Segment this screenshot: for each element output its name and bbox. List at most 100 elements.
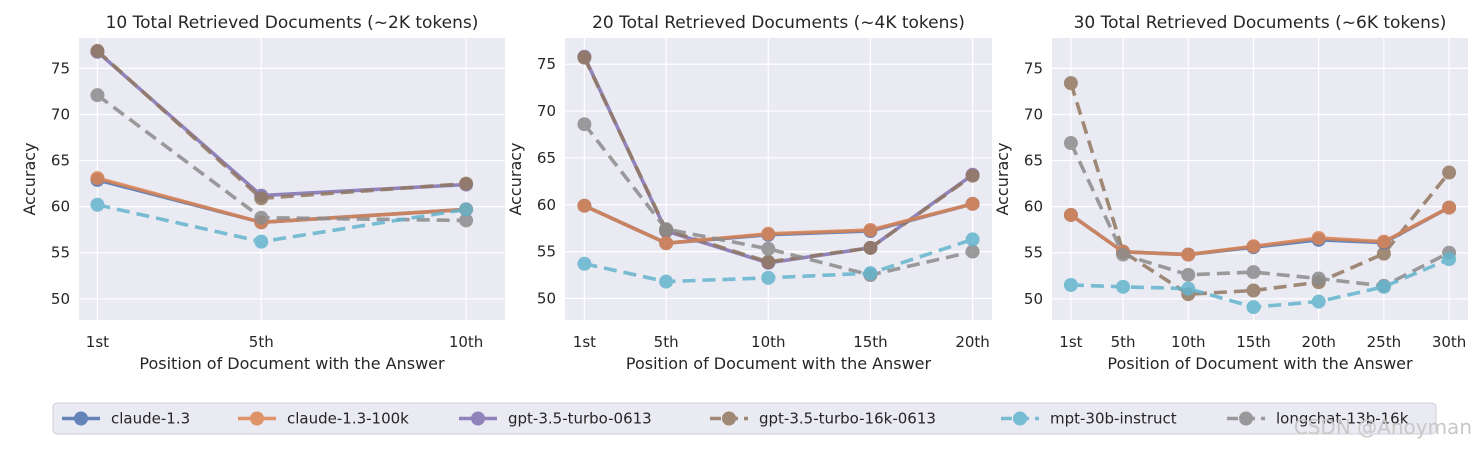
- data-point: [1181, 247, 1196, 262]
- data-point: [1246, 265, 1261, 280]
- data-point: [1181, 267, 1196, 282]
- data-point: [1442, 252, 1457, 267]
- series-mpt-30b-instruct: [90, 197, 474, 249]
- data-point: [1311, 230, 1326, 245]
- data-point: [1376, 234, 1391, 249]
- x-tick-label: 25th: [1367, 333, 1401, 351]
- data-point: [577, 256, 592, 271]
- data-point: [254, 210, 269, 225]
- data-point: [1063, 207, 1078, 222]
- x-tick-label: 20th: [955, 333, 989, 351]
- data-point: [459, 202, 474, 217]
- data-point: [965, 168, 980, 183]
- data-point: [761, 226, 776, 241]
- y-tick-label: 65: [1024, 152, 1043, 170]
- data-point: [1116, 279, 1131, 294]
- legend-marker: [1239, 411, 1253, 426]
- x-tick-label: 30th: [1432, 333, 1466, 351]
- x-axis-label: Position of Document with the Answer: [139, 354, 445, 373]
- data-point: [1442, 200, 1457, 215]
- data-point: [761, 241, 776, 256]
- data-point: [1311, 294, 1326, 309]
- legend-marker: [1013, 411, 1027, 426]
- legend-label: longchat-13b-16k: [1276, 410, 1409, 428]
- data-point: [1246, 239, 1261, 254]
- y-tick-label: 60: [1024, 198, 1043, 216]
- data-point: [1442, 165, 1457, 180]
- data-point: [577, 117, 592, 132]
- plot-area: [79, 38, 505, 320]
- data-point: [459, 176, 474, 191]
- x-tick-label: 15th: [1236, 333, 1270, 351]
- y-axis-label: Accuracy: [993, 142, 1012, 215]
- legend-entry-claude-1.3: [62, 411, 100, 426]
- y-tick-label: 55: [1024, 244, 1043, 262]
- data-point: [1376, 279, 1391, 294]
- data-point: [577, 198, 592, 213]
- data-point: [1063, 136, 1078, 151]
- data-point: [90, 88, 105, 103]
- x-tick-label: 10th: [449, 333, 483, 351]
- data-point: [90, 197, 105, 212]
- data-point: [254, 191, 269, 206]
- x-tick-label: 5th: [249, 333, 274, 351]
- data-point: [459, 213, 474, 228]
- data-point: [1116, 247, 1131, 262]
- data-point: [659, 236, 674, 251]
- y-tick-label: 50: [1024, 290, 1043, 308]
- data-point: [90, 43, 105, 58]
- x-tick-label: 1st: [573, 333, 596, 351]
- legend: claude-1.3 claude-1.3-100k gpt-3.5-turbo-0…: [52, 402, 1437, 435]
- data-point: [863, 223, 878, 238]
- y-tick-label: 75: [537, 55, 556, 73]
- series-mpt-30b-instruct: [577, 232, 980, 289]
- x-tick-label: 1st: [1059, 333, 1082, 351]
- x-tick-label: 20th: [1301, 333, 1335, 351]
- data-point: [90, 171, 105, 186]
- x-tick-label: 5th: [654, 333, 679, 351]
- data-point: [577, 50, 592, 65]
- data-point: [1376, 246, 1391, 261]
- legend-label: mpt-30b-instruct: [1050, 410, 1177, 428]
- y-tick-label: 70: [537, 102, 556, 120]
- y-tick-label: 75: [51, 59, 70, 77]
- legend-entry-longchat-13b-16k: [1227, 411, 1265, 426]
- data-point: [965, 232, 980, 247]
- y-axis-label: Accuracy: [20, 142, 39, 215]
- data-point: [1246, 283, 1261, 298]
- data-point: [761, 270, 776, 285]
- chart-panel-3: 50 55 60 65 70 75 1st 5th 10th 15th 20th 25th 30th 30…: [993, 13, 1468, 373]
- series-claude-1.3-100k: [577, 196, 980, 251]
- y-tick-label: 70: [51, 105, 70, 123]
- x-tick-label: 15th: [853, 333, 887, 351]
- data-point: [863, 240, 878, 255]
- y-tick-label: 55: [51, 244, 70, 262]
- y-tick-label: 50: [51, 290, 70, 308]
- legend-label: gpt-3.5-turbo-16k-0613: [759, 410, 936, 428]
- x-tick-label: 5th: [1111, 333, 1136, 351]
- data-point: [1246, 300, 1261, 315]
- y-tick-label: 60: [537, 196, 556, 214]
- y-tick-label: 50: [537, 289, 556, 307]
- legend-marker: [74, 411, 88, 426]
- y-tick-label: 75: [1024, 59, 1043, 77]
- chart-title: 30 Total Retrieved Documents (~6K tokens…: [1074, 13, 1447, 33]
- x-tick-label: 10th: [1171, 333, 1205, 351]
- legend-marker: [471, 411, 485, 426]
- x-axis-label: Position of Document with the Answer: [626, 354, 932, 373]
- chart-title: 20 Total Retrieved Documents (~4K tokens…: [592, 13, 965, 33]
- data-point: [1063, 76, 1078, 91]
- chart-panel-2: 50 55 60 65 70 75 1st 5th 10th 15th 20th 20 Total R…: [506, 13, 992, 373]
- series-gpt-3.5-turbo-16k-0613: [90, 43, 474, 206]
- legend-label: claude-1.3: [111, 410, 190, 428]
- legend-entry-gpt-3.5-turbo-16k-0613: [710, 411, 748, 426]
- y-tick-label: 55: [537, 243, 556, 261]
- data-point: [659, 274, 674, 289]
- series-mpt-30b-instruct: [1063, 252, 1457, 315]
- data-point: [761, 254, 776, 269]
- data-point: [1063, 277, 1078, 292]
- y-tick-label: 65: [51, 152, 70, 170]
- chart-title: 10 Total Retrieved Documents (~2K tokens…: [106, 13, 479, 33]
- data-point: [659, 222, 674, 237]
